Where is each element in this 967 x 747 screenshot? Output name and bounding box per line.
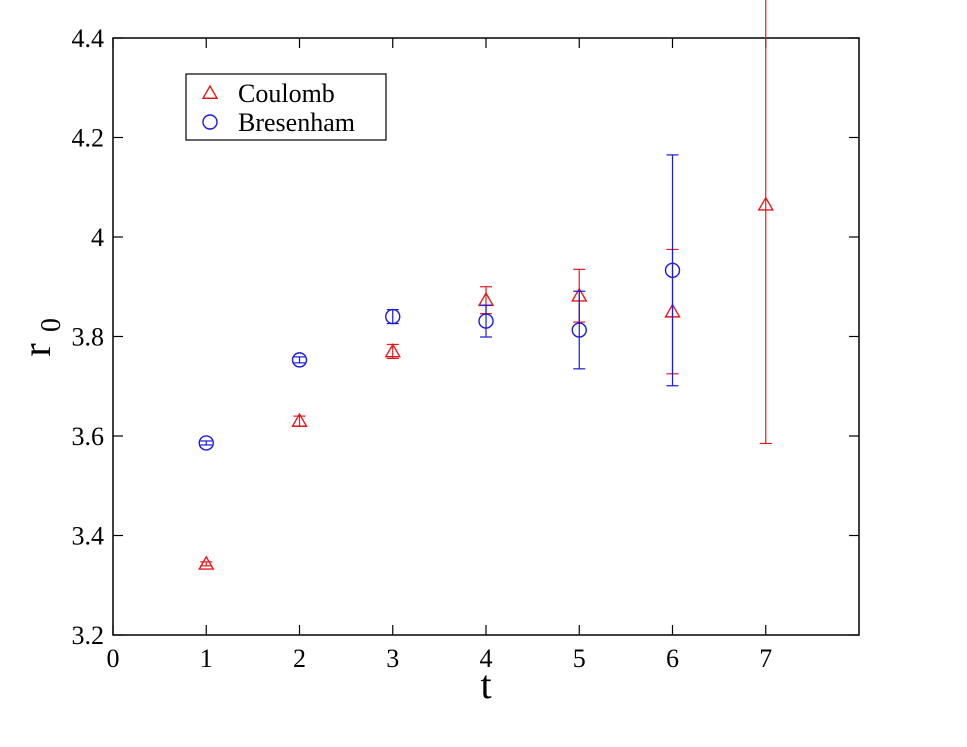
legend-marker-bresenham [202,114,218,130]
data-point-bresenham [291,352,308,368]
y-tick-label: 3.2 [72,621,105,650]
data-point-bresenham [664,262,681,279]
x-tick-label: 6 [666,644,679,673]
y-tick-label: 3.6 [72,422,105,451]
y-tick-label: 3.8 [72,323,105,352]
x-tick-label: 1 [200,644,213,673]
tick-labels: 0 1 2 3 4 5 6 7 3.2 3.4 3.6 3.8 4 4.2 4.4 [72,24,773,673]
y-axis-label: r 0 [14,318,67,357]
y-tick-label: 4 [91,223,104,252]
y-tick-label: 4.2 [72,124,105,153]
data-point-coulomb [757,196,774,211]
data-point-bresenham [198,435,214,451]
x-tick-label: 7 [759,644,772,673]
y-tick-label: 4.4 [72,24,105,53]
x-tick-label: 3 [386,644,399,673]
y-axis-label-sub: 0 [36,318,67,332]
data-point-bresenham [478,313,494,329]
data-point-bresenham [571,322,587,338]
x-tick-label: 5 [573,644,586,673]
x-tick-label: 2 [293,644,306,673]
ticks [112,37,859,636]
data-marks [198,0,774,570]
series-bresenham [198,154,681,451]
data-point-coulomb [384,343,401,358]
legend-box [185,73,387,141]
legend-label-bresenham: Bresenham [238,108,355,137]
data-point-coulomb [291,412,308,428]
data-point-coulomb [198,555,215,570]
x-tick-label: 0 [107,644,120,673]
x-tick-label: 4 [480,644,493,673]
legend-marker-coulomb [201,84,219,99]
legend-label-coulomb: Coulomb [238,79,335,108]
x-axis-label: t [480,662,491,707]
y-axis-label-main: r [14,343,59,356]
y-tick-label: 3.4 [72,522,105,551]
data-point-bresenham [385,308,401,325]
